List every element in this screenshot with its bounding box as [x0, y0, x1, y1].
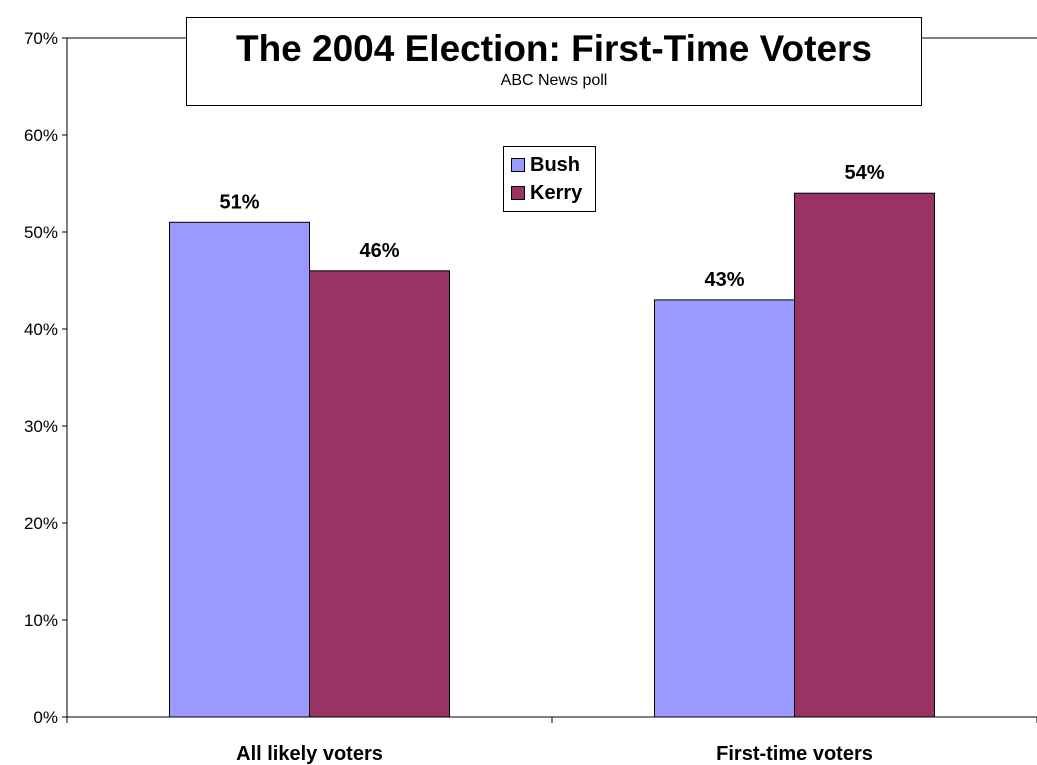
legend-item-kerry: Kerry — [511, 179, 595, 207]
legend-label-kerry: Kerry — [530, 181, 583, 204]
chart-subtitle: ABC News poll — [500, 72, 608, 89]
bar-bush-1 — [169, 221, 310, 718]
legend-label-bush: Bush — [530, 153, 580, 176]
legend-swatch-kerry — [511, 186, 525, 200]
data-labels: 51% 46% 43% 54% — [219, 162, 884, 291]
chart-title: The 2004 Election: First-Time Voters — [235, 28, 873, 69]
y-tick-label: 10% — [24, 611, 58, 630]
x-category-label: All likely voters — [236, 743, 383, 765]
x-axis: All likely voters First-time voters — [66, 716, 1037, 765]
x-category-label: First-time voters — [716, 743, 873, 765]
legend-item-bush: Bush — [511, 151, 595, 179]
legend: Bush Kerry — [503, 146, 596, 212]
y-tick-label: 20% — [24, 514, 58, 533]
y-tick-label: 50% — [24, 223, 58, 242]
data-label-bush-2: 43% — [704, 269, 744, 291]
y-tick-label: 70% — [24, 29, 58, 48]
bar-kerry-1 — [309, 270, 450, 718]
data-label-bush-1: 51% — [219, 191, 259, 213]
y-tick-label: 30% — [24, 417, 58, 436]
bar-kerry-2 — [794, 192, 935, 718]
data-label-kerry-2: 54% — [844, 162, 884, 184]
chart-title-box: The 2004 Election: First-Time Voters ABC… — [186, 17, 922, 106]
y-tick-label: 60% — [24, 126, 58, 145]
bar-bush-2 — [654, 299, 795, 718]
y-tick-label: 40% — [24, 320, 58, 339]
bars — [169, 192, 935, 718]
y-tick-label: 0% — [33, 708, 58, 727]
data-label-kerry-1: 46% — [359, 240, 399, 262]
legend-swatch-bush — [511, 158, 525, 172]
